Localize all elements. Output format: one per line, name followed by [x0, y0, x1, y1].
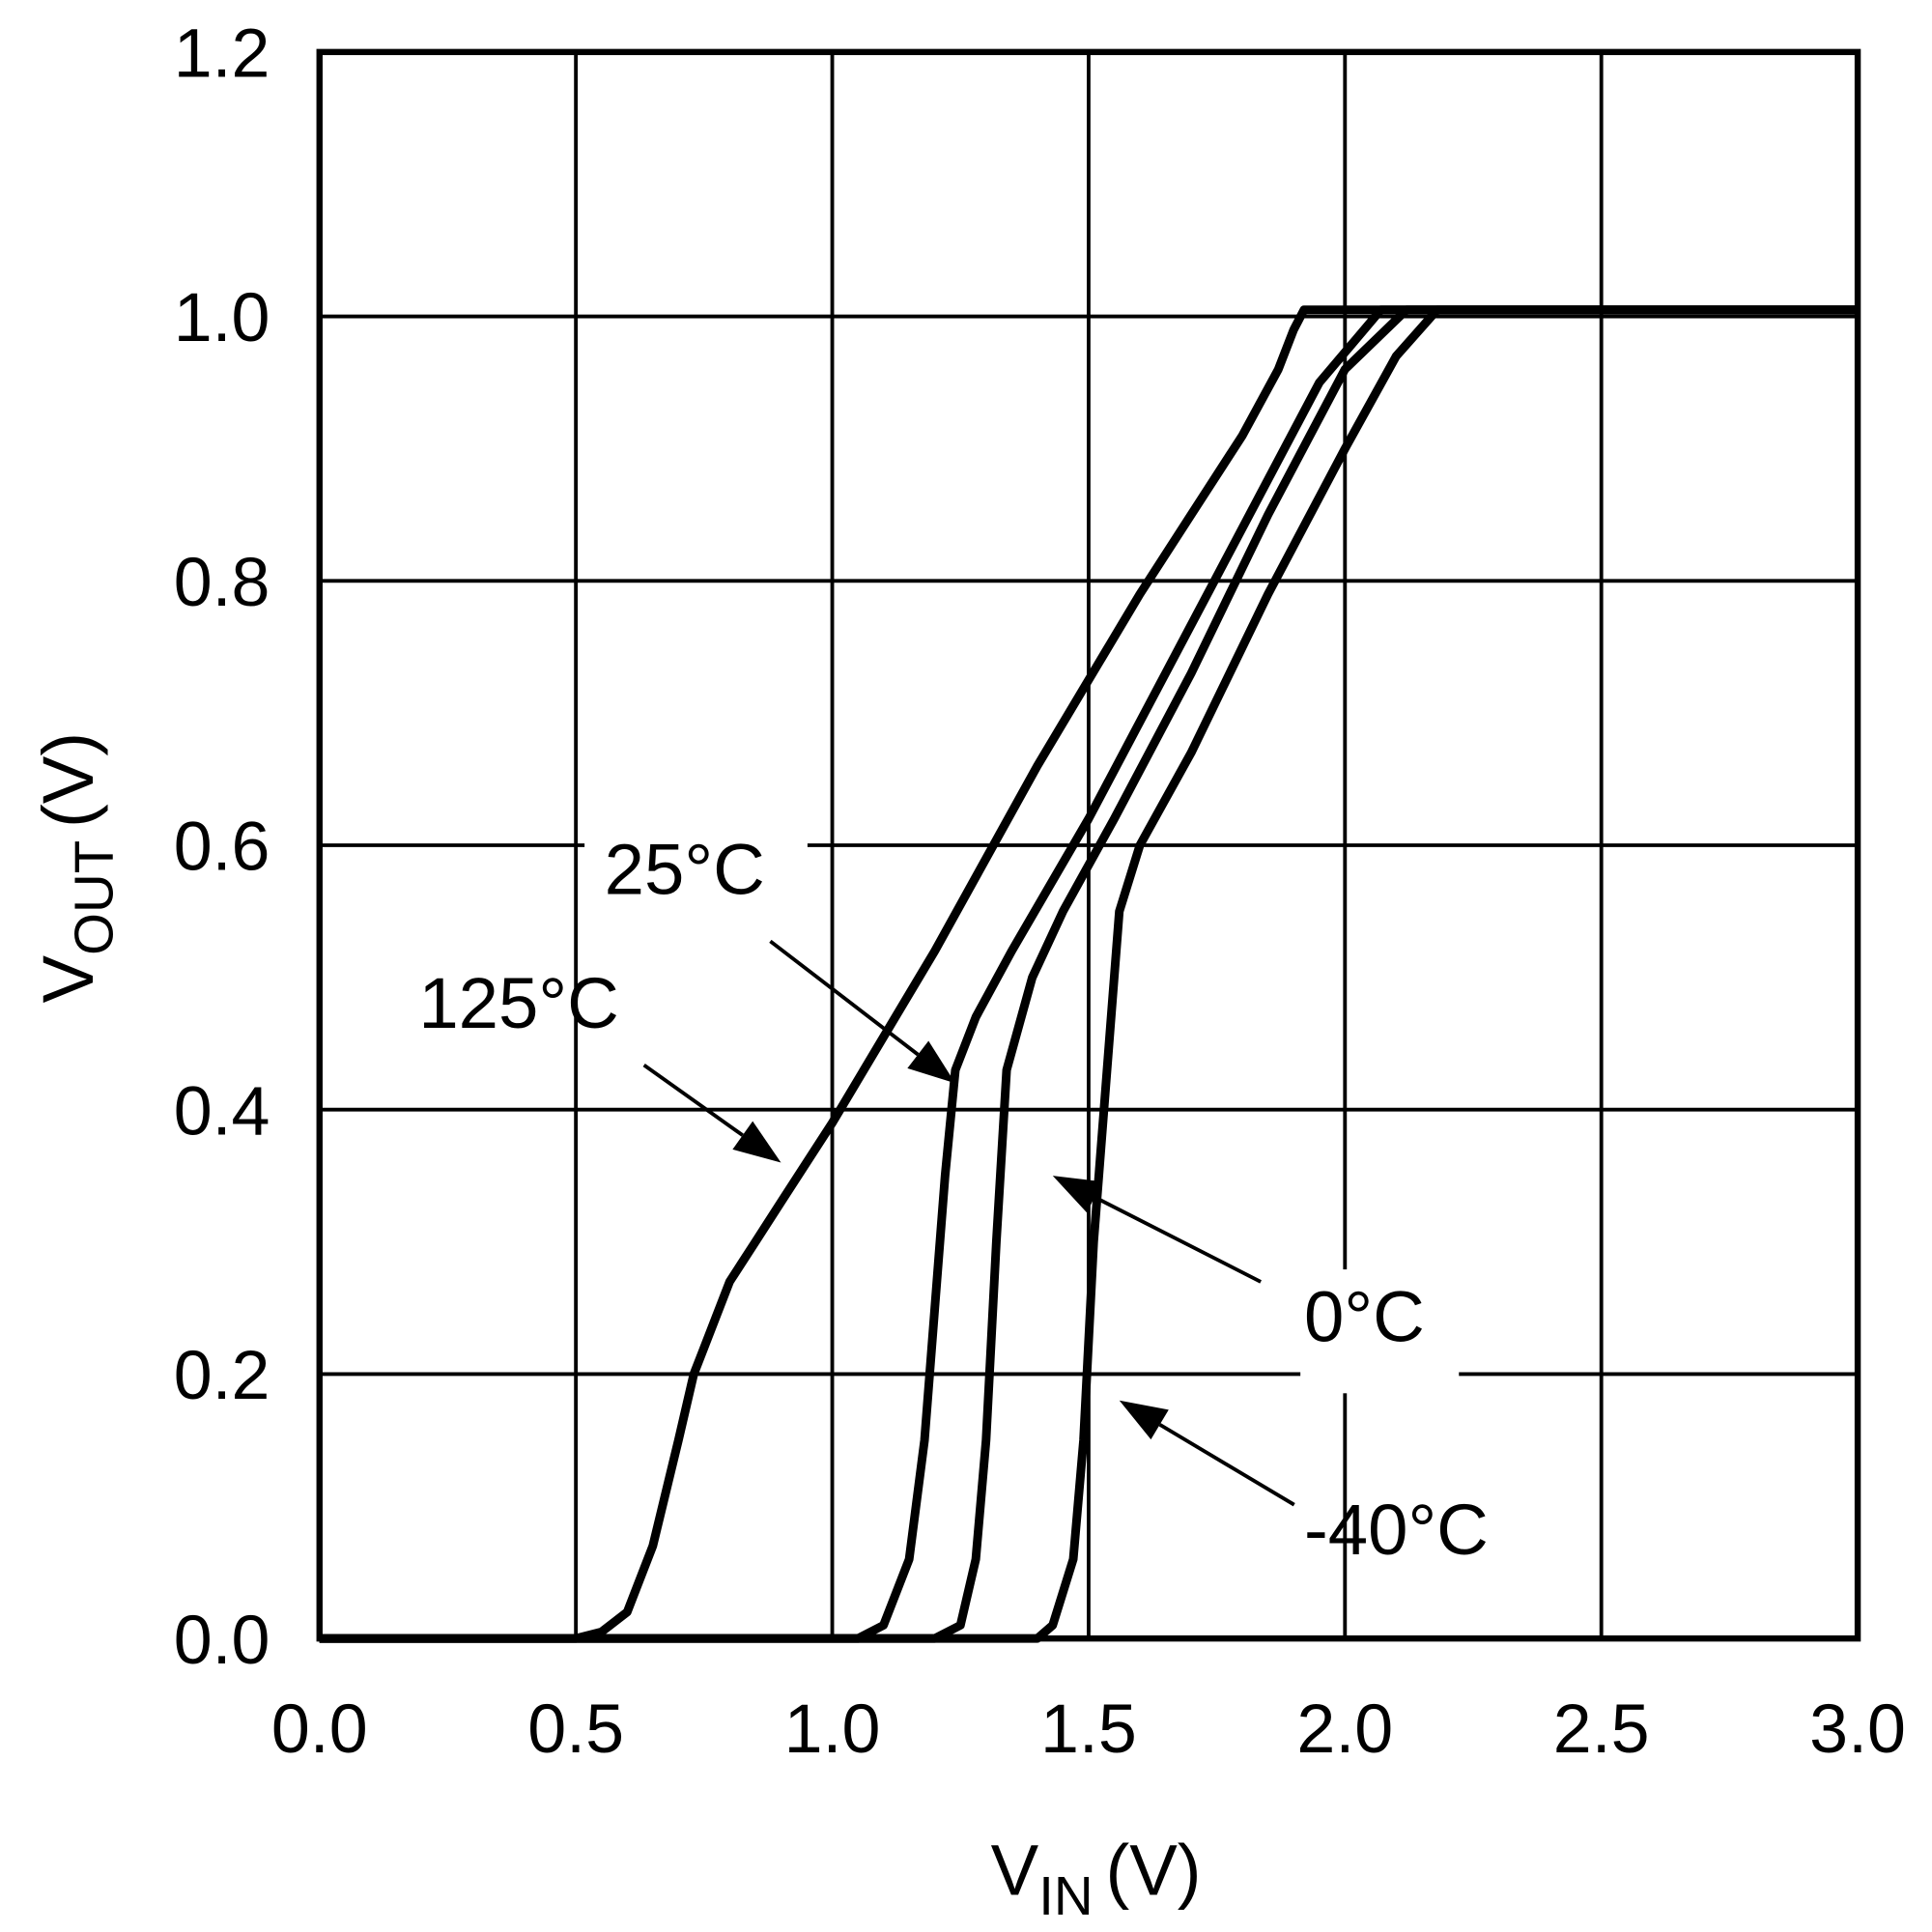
x-tick-label: 3.0	[1809, 1690, 1906, 1768]
y-tick-label: 0.8	[174, 544, 270, 621]
annotation-arrow-line	[1158, 1423, 1295, 1507]
y-axis-label-unit: (V)	[28, 732, 108, 828]
series-line-3	[319, 305, 1859, 1643]
annotation-arrows	[642, 939, 1295, 1507]
y-tick-label: 0.6	[174, 809, 270, 886]
y-tick-label: 0.4	[174, 1072, 270, 1150]
mask-25c	[584, 810, 808, 898]
series-line-1	[319, 305, 1859, 1643]
x-tick-labels: 0.0 0.5 1.0 1.5 2.0 2.5 3.0	[271, 1690, 1906, 1768]
x-tick-label: 2.0	[1296, 1690, 1393, 1768]
arrowhead-icon	[1052, 1176, 1103, 1213]
x-tick-label: 1.5	[1040, 1690, 1137, 1768]
series-line-0	[319, 305, 1859, 1643]
annotation-arrow-line	[1094, 1195, 1263, 1284]
y-axis-label: VOUT (V)	[28, 732, 125, 1004]
y-axis-label-main: V	[28, 954, 108, 1003]
x-axis-label: VIN (V)	[991, 1831, 1202, 1927]
y-tick-labels: 0.0 0.2 0.4 0.6 0.8 1.0 1.2	[174, 14, 270, 1678]
y-tick-label: 0.0	[174, 1602, 270, 1679]
y-axis-label-sub: OUT	[64, 840, 125, 955]
y-tick-label: 0.2	[174, 1337, 270, 1414]
y-tick-label: 1.2	[174, 14, 270, 92]
arrowhead-icon	[907, 1040, 955, 1084]
x-axis-label-main: V	[991, 1831, 1039, 1911]
annotation-125c: 125°C	[418, 963, 618, 1043]
annotation-25c: 25°C	[605, 830, 765, 910]
arrowhead-icon	[1119, 1400, 1169, 1440]
x-axis-label-sub: IN	[1038, 1865, 1093, 1926]
mask-0c	[1300, 1269, 1460, 1394]
plot-frame	[316, 48, 1861, 1642]
series-line-2	[319, 305, 1859, 1643]
annotation-arrow-line	[769, 939, 920, 1057]
annotation-minus40c: -40°C	[1304, 1490, 1489, 1570]
y-tick-label: 1.0	[174, 279, 270, 356]
x-axis-label-unit: (V)	[1105, 1831, 1201, 1911]
annotation-arrow-line	[642, 1063, 744, 1137]
x-tick-label: 0.0	[271, 1690, 368, 1768]
x-tick-label: 0.5	[527, 1690, 624, 1768]
series-group	[319, 305, 1859, 1643]
x-tick-label: 1.0	[784, 1690, 881, 1768]
label-masks	[584, 810, 1460, 1394]
x-tick-label: 2.5	[1553, 1690, 1650, 1768]
arrowhead-icon	[732, 1121, 781, 1163]
annotation-0c: 0°C	[1304, 1276, 1425, 1356]
